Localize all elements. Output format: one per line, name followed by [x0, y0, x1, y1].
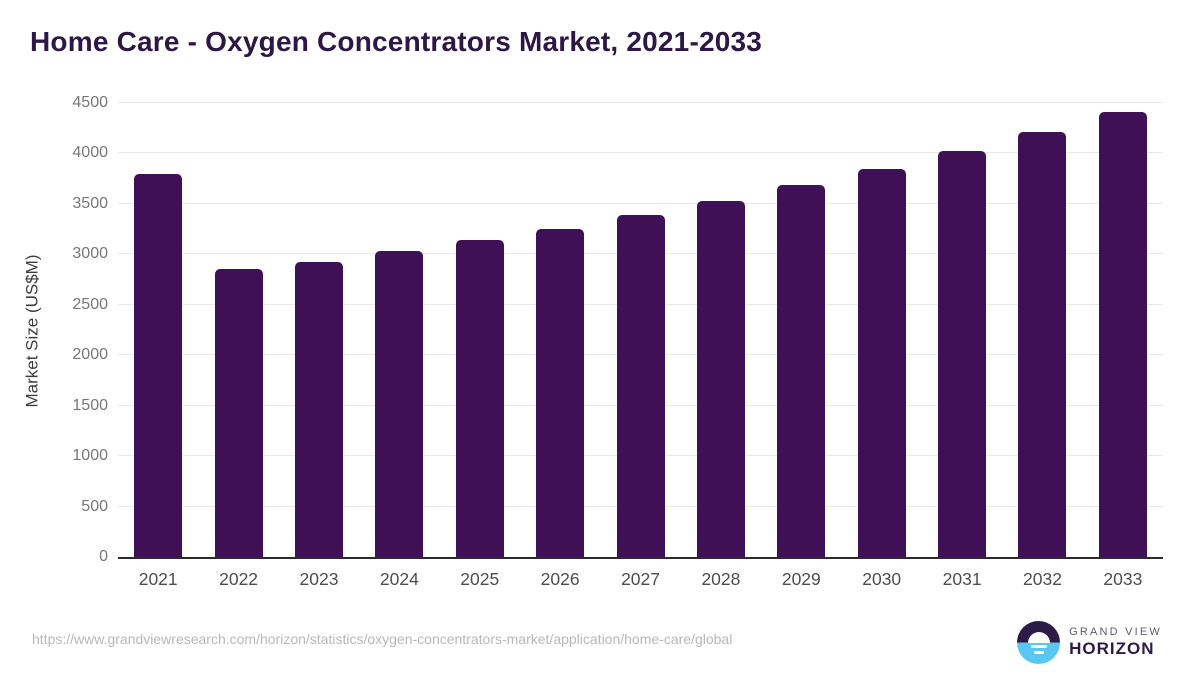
bar-2022 [214, 268, 263, 557]
y-tick-label-2500: 2500 [72, 295, 108, 313]
y-tick-label-1000: 1000 [72, 447, 108, 465]
x-tick-label-2029: 2029 [781, 569, 821, 589]
gridline-4000 [118, 152, 1163, 154]
x-axis-labels: 2021 2022 2023 2024 2025 2026 2027 2028 2029 2030… [118, 569, 1163, 590]
logo-product-name: HORIZON [1069, 639, 1155, 659]
y-axis-title: Market Size (US$M) [23, 254, 42, 408]
x-tick-label-2024: 2024 [379, 569, 419, 589]
logo-text: GRAND VIEW HORIZON [1069, 626, 1162, 658]
x-tick-label-2022: 2022 [219, 569, 259, 589]
sun-reflection-bar-1 [1030, 645, 1047, 648]
x-tick-label-2028: 2028 [701, 569, 741, 589]
bar-2024 [375, 251, 424, 557]
source-url: https://www.grandviewresearch.com/horizo… [32, 631, 733, 647]
bar-2027 [616, 215, 665, 557]
bar-2033 [1098, 111, 1147, 557]
x-tick-label-2032: 2032 [1023, 569, 1062, 589]
bar-group-2029 [761, 103, 841, 557]
bar-2025 [455, 240, 504, 557]
page-title: Home Care - Oxygen Concentrators Market,… [30, 26, 763, 57]
bar-group-2021 [118, 103, 198, 557]
bar-group-2032 [1002, 103, 1082, 557]
bar-2026 [536, 228, 585, 557]
plot-area: 0 500 1000 1500 2000 2500 3000 3500 4000 4500 2021… [72, 95, 1163, 589]
y-tick-label-500: 500 [81, 497, 108, 515]
bar-group-2028 [681, 103, 761, 557]
y-tick-label-2000: 2000 [72, 346, 108, 364]
bar-2031 [938, 151, 987, 557]
bar-group-2024 [359, 103, 439, 557]
bar-2032 [1018, 131, 1067, 557]
gridline-4500 [118, 102, 1163, 103]
x-tick-label-2021: 2021 [138, 569, 178, 589]
grand-view-horizon-logo: GRAND VIEW HORIZON [1017, 621, 1162, 664]
x-tick-label-2023: 2023 [299, 569, 339, 589]
x-tick-label-2027: 2027 [621, 569, 660, 589]
sun-reflection-bar-2 [1033, 651, 1044, 654]
y-tick-label-0: 0 [99, 548, 108, 565]
bar-2028 [696, 200, 745, 557]
y-axis-title-wrap: Market Size (US$M) [22, 103, 44, 559]
sun-dome-shape [1027, 631, 1050, 643]
bar-2030 [857, 168, 906, 557]
bar-2029 [777, 184, 826, 557]
bar-group-2022 [198, 103, 278, 557]
x-tick-label-2026: 2026 [540, 569, 580, 589]
logo-brand-name: GRAND VIEW [1069, 626, 1162, 639]
gridline-3500 [118, 202, 1163, 204]
y-tick-label-4500: 4500 [72, 94, 108, 111]
bars-container [118, 103, 1163, 557]
x-tick-label-2030: 2030 [862, 569, 902, 589]
x-tick-label-2025: 2025 [460, 569, 500, 589]
bar-group-2033 [1083, 103, 1163, 557]
bar-2023 [294, 262, 343, 557]
x-tick-label-2033: 2033 [1103, 569, 1143, 589]
bar-2021 [134, 173, 183, 557]
bar-group-2027 [600, 103, 680, 557]
x-tick-label-2031: 2031 [942, 569, 982, 589]
y-tick-label-1500: 1500 [72, 396, 108, 414]
bar-group-2031 [922, 103, 1002, 557]
horizon-sun-icon [1017, 621, 1061, 664]
y-tick-label-3000: 3000 [72, 245, 108, 263]
bar-group-2025 [440, 103, 520, 557]
bar-group-2030 [842, 103, 922, 557]
bar-group-2023 [279, 103, 359, 557]
y-tick-label-4000: 4000 [72, 144, 108, 162]
bar-group-2026 [520, 103, 600, 557]
y-tick-label-3500: 3500 [72, 194, 108, 212]
